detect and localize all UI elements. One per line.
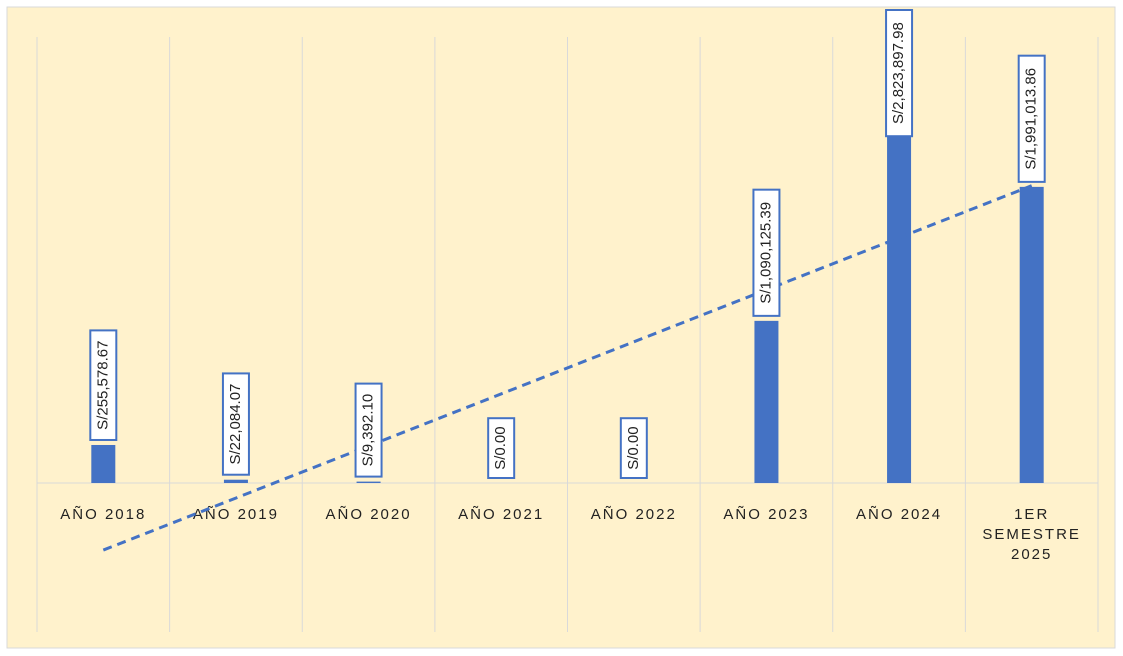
x-tick-label: AÑO 2023 (723, 506, 809, 523)
x-tick-label: AÑO 2020 (326, 506, 412, 523)
x-tick-label: AÑO 2022 (591, 506, 677, 523)
x-tick-label: AÑO 2018 (60, 506, 146, 523)
data-label-box (619, 417, 648, 480)
data-label: S/1,090,125.39 (757, 202, 774, 304)
x-tick-label: 1ER SEMESTRE 2025 (982, 506, 1081, 563)
trendline (102, 184, 1033, 552)
data-label-box (354, 382, 383, 478)
bar (223, 479, 248, 483)
bar (356, 481, 381, 483)
x-tick-label: AÑO 2021 (458, 506, 544, 523)
data-label: S/9,392.10 (360, 394, 377, 467)
x-tick-label: AÑO 2019 (193, 506, 279, 523)
data-label: S/22,084.07 (227, 384, 244, 465)
data-label: S/2,823,897.98 (890, 22, 907, 124)
data-label: S/0.00 (492, 426, 509, 469)
bar (91, 444, 116, 483)
chart-area (6, 6, 1116, 649)
x-tick-label: AÑO 2024 (856, 506, 942, 523)
data-label-box (89, 329, 118, 441)
data-label-box (885, 9, 914, 138)
data-label-box (752, 188, 781, 317)
data-label-box (487, 417, 516, 480)
data-label-box (1017, 54, 1046, 183)
bar (754, 320, 779, 483)
data-label-box (221, 372, 250, 476)
bar (1019, 186, 1044, 483)
data-label: S/255,578.67 (94, 341, 111, 430)
data-label: S/0.00 (625, 426, 642, 469)
data-label: S/1,991,013.86 (1023, 68, 1040, 170)
